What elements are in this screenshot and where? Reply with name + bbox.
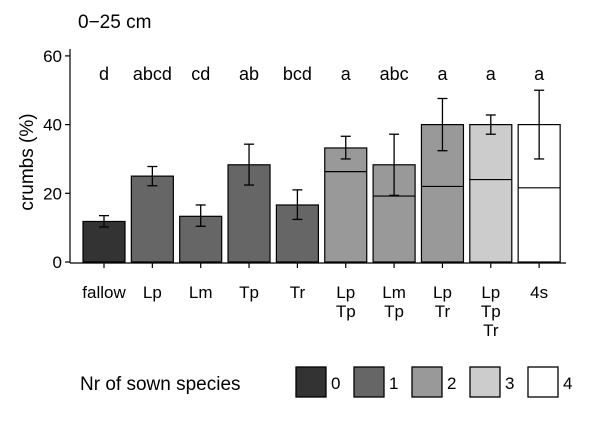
legend-label: 2 — [447, 374, 456, 393]
x-tick-label: Tr — [290, 283, 306, 302]
x-tick-label: Tr — [483, 321, 499, 340]
y-tick-label: 40 — [43, 116, 62, 135]
legend-label: 1 — [389, 374, 398, 393]
significance-label: a — [534, 64, 545, 84]
chart-title: 0−25 cm — [78, 12, 151, 33]
y-tick-label: 0 — [53, 253, 62, 272]
bar — [324, 147, 368, 263]
x-tick-label: Lp — [433, 283, 452, 302]
x-tick-label: Lm — [189, 283, 213, 302]
legend-swatch — [411, 366, 443, 398]
significance-label: a — [341, 64, 352, 84]
x-tick-label: Tr — [435, 302, 451, 321]
x-tick-label: Tp — [239, 283, 259, 302]
x-tick-label: Tp — [384, 302, 404, 321]
significance-label: abc — [380, 64, 409, 84]
x-tick-label: Tp — [336, 302, 356, 321]
bar — [469, 123, 513, 263]
legend-title: Nr of sown species — [80, 374, 241, 395]
bar — [130, 175, 174, 263]
x-tick-label: Lm — [382, 283, 406, 302]
significance-label: a — [486, 64, 497, 84]
significance-label: ab — [239, 64, 259, 84]
x-tick-label: Tp — [481, 302, 501, 321]
x-tick-label: Lp — [336, 283, 355, 302]
legend-label: 3 — [505, 374, 514, 393]
legend-swatch — [469, 366, 501, 398]
legend-swatch — [527, 366, 559, 398]
y-tick-label: 20 — [43, 184, 62, 203]
significance-label: abcd — [133, 64, 172, 84]
legend: Nr of sown species 0 1 2 3 4 — [80, 366, 572, 398]
significance-label: a — [437, 64, 448, 84]
y-axis-label: crumbs (%) — [17, 113, 38, 210]
legend-swatch — [295, 366, 327, 398]
legend-swatch — [353, 366, 385, 398]
x-tick-label: Lp — [143, 283, 162, 302]
y-tick-label: 60 — [43, 47, 62, 66]
x-tick-label: Lp — [481, 283, 500, 302]
x-tick-label: fallow — [82, 283, 126, 302]
significance-label: d — [99, 64, 109, 84]
x-tick-label: 4s — [530, 283, 548, 302]
significance-label: cd — [191, 64, 210, 84]
significance-label: bcd — [283, 64, 312, 84]
plot-area: 0204060dfallowabcdLpcdLmabTpbcdTraLpTpab… — [43, 47, 566, 340]
legend-label: 4 — [563, 374, 572, 393]
legend-label: 0 — [331, 374, 340, 393]
